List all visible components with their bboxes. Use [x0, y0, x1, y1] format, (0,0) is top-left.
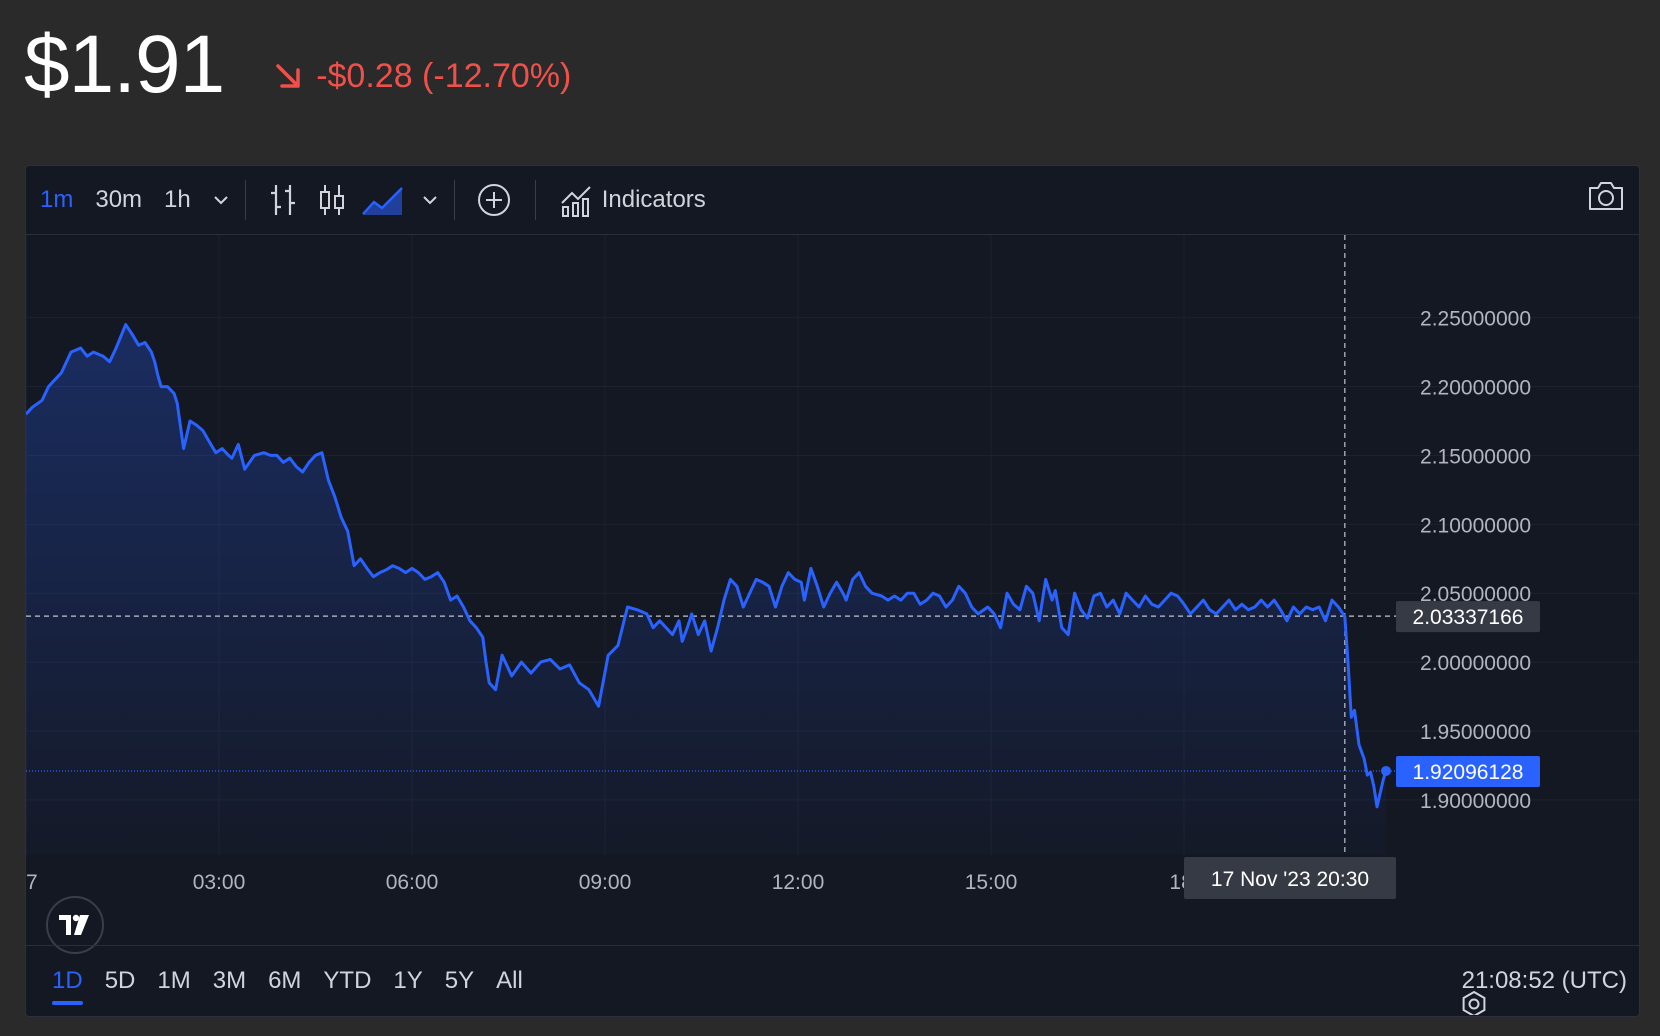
indicators-icon — [561, 186, 591, 217]
utc-clock: 21:08:52 (UTC) — [1461, 967, 1627, 994]
price-chart[interactable]: 2.25000000 2.20000000 2.15000000 2.10000000… — [26, 235, 1639, 1015]
y-tick-label: 2.20000000 — [1420, 377, 1531, 400]
price-header: $1.91 -$0.28 (-12.70%) — [24, 18, 571, 110]
interval-dropdown-chevron-icon[interactable] — [213, 195, 229, 205]
chart-plot-area[interactable]: 2.25000000 2.20000000 2.15000000 2.10000000… — [26, 235, 1639, 1015]
x-tick-label: 7 — [26, 871, 38, 894]
price-area-fill — [26, 324, 1386, 856]
x-tick-label: 12:00 — [772, 871, 825, 894]
crosshair-time-text: 17 Nov '23 20:30 — [1211, 868, 1369, 891]
chart-toolbar: 1m 30m 1h Indicators — [26, 166, 1639, 235]
crosshair-price-text: 2.03337166 — [1413, 606, 1524, 629]
crosshair-price-tag: 2.03337166 — [1396, 601, 1540, 633]
settings-icon[interactable] — [1462, 990, 1486, 1015]
x-tick-label: 15:00 — [965, 871, 1018, 894]
indicators-label: Indicators — [601, 186, 706, 213]
area-chart-icon[interactable] — [361, 184, 404, 216]
y-tick-label: 1.90000000 — [1420, 790, 1531, 813]
x-tick-label: 03:00 — [193, 871, 246, 894]
price-change: -$0.28 (-12.70%) — [272, 57, 571, 96]
range-ytd-button[interactable]: YTD — [323, 967, 372, 994]
price-change-text: -$0.28 (-12.70%) — [316, 56, 572, 95]
y-tick-label: 1.95000000 — [1420, 721, 1531, 744]
toolbar-divider — [453, 180, 455, 220]
plus-circle-icon[interactable] — [477, 183, 511, 217]
arrow-down-right-icon — [276, 64, 300, 88]
toolbar-divider — [244, 180, 246, 220]
toolbar-divider — [534, 180, 536, 220]
range-1d-button[interactable]: 1D — [52, 967, 83, 1005]
tradingview-logo[interactable] — [46, 896, 104, 954]
range-6m-button[interactable]: 6M — [268, 967, 302, 994]
candles-icon[interactable] — [318, 183, 346, 217]
range-5y-button[interactable]: 5Y — [444, 967, 475, 994]
camera-icon[interactable] — [1587, 180, 1625, 212]
range-3m-button[interactable]: 3M — [212, 967, 247, 994]
chart-type-chevron-down-icon[interactable] — [422, 195, 438, 205]
range-1m-button[interactable]: 1M — [157, 967, 191, 994]
indicators-button[interactable]: Indicators — [560, 183, 706, 217]
current-price: $1.91 — [24, 19, 225, 110]
x-tick-label: 06:00 — [386, 871, 439, 894]
last-price-text: 1.92096128 — [1413, 761, 1524, 784]
range-1y-button[interactable]: 1Y — [393, 967, 423, 994]
last-price-dot — [1381, 765, 1391, 776]
price-line — [26, 323, 1388, 809]
bar-chart-icon[interactable] — [268, 183, 298, 217]
last-price-tag: 1.92096128 — [1396, 756, 1540, 788]
range-bar: 1D 5D 1M 3M 6M YTD 1Y 5Y All 21:08:52 (U… — [26, 945, 1639, 1016]
interval-1h-button[interactable]: 1h — [164, 186, 191, 213]
y-tick-label: 2.25000000 — [1420, 308, 1531, 331]
y-tick-label: 2.00000000 — [1420, 652, 1531, 675]
interval-1m-button[interactable]: 1m — [40, 186, 74, 213]
chart-panel: 1m 30m 1h Indicators — [25, 165, 1640, 1017]
y-tick-label: 2.10000000 — [1420, 514, 1531, 537]
range-5d-button[interactable]: 5D — [104, 967, 136, 994]
crosshair-time-tag: 17 Nov '23 20:30 — [1184, 857, 1396, 899]
range-all-button[interactable]: All — [496, 967, 523, 994]
interval-30m-button[interactable]: 30m — [95, 186, 143, 213]
y-tick-label: 2.05000000 — [1420, 583, 1531, 606]
y-tick-label: 2.15000000 — [1420, 445, 1531, 468]
x-tick-label: 09:00 — [579, 871, 632, 894]
